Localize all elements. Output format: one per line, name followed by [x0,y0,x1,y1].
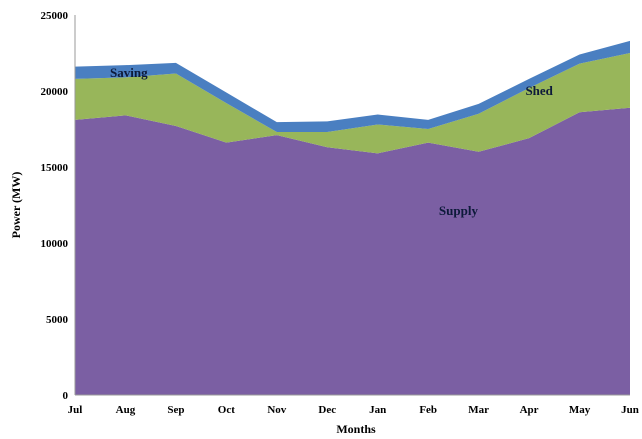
series-label-supply: Supply [439,203,479,218]
area-saving [75,40,630,133]
x-tick-labels: Jul Aug Sep Oct Nov Dec Jan Feb Mar Apr May Jun [68,404,639,416]
x-tick-label: Oct [218,404,235,416]
series-label-shed: Shed [525,83,553,98]
x-tick-label: Jul [68,404,83,416]
area-shed [75,53,630,154]
y-tick-label: 20000 [41,86,69,98]
x-tick-label: Jan [369,404,386,416]
y-tick-label: 10000 [41,238,69,250]
x-tick-label: Apr [520,404,539,416]
chart-axes [74,15,630,396]
x-tick-label: Dec [318,404,336,416]
x-tick-label: Sep [167,404,184,416]
y-tick-label: 0 [63,390,69,402]
x-tick-label: Aug [116,404,136,416]
y-axis-title: Power (MW) [9,172,23,239]
series-labels: Supply Shed Saving [110,65,554,218]
y-tick-labels: 0 5000 10000 15000 20000 25000 [41,10,69,402]
y-tick-label: 25000 [41,10,69,22]
series-label-saving: Saving [110,65,148,80]
x-tick-label: May [569,404,591,416]
x-tick-label: Mar [468,404,489,416]
y-tick-label: 15000 [41,162,69,174]
y-tick-label: 5000 [46,314,69,326]
x-tick-label: Jun [621,404,639,416]
x-axis-title: Months [336,422,376,436]
area-supply [75,107,630,395]
x-tick-label: Feb [419,404,437,416]
x-tick-label: Nov [267,404,286,416]
chart-areas [75,40,630,395]
